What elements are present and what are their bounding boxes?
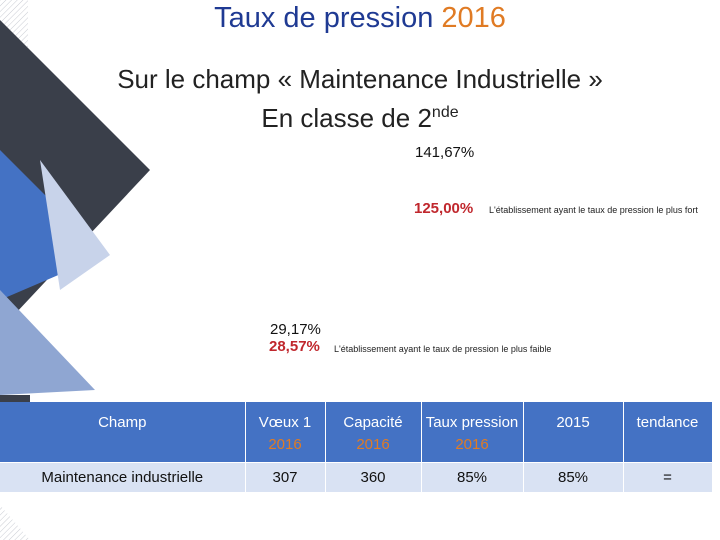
table-row: Maintenance industrielle 307 360 85% 85%…	[0, 462, 713, 492]
header-year: 2016	[356, 436, 390, 453]
subtitle-superscript: nde	[431, 104, 459, 121]
subtitle-line-2: En classe de 2nde	[261, 103, 459, 133]
cell-taux: 85%	[421, 462, 524, 492]
note-max: L'établissement ayant le taux de pressio…	[489, 205, 698, 215]
value-min: 28,57%	[269, 338, 320, 355]
value-mid: 29,17%	[270, 321, 321, 338]
cell-2015: 85%	[523, 462, 624, 492]
note-min: L'établissement ayant le taux de pressio…	[334, 344, 552, 354]
cell-capacite: 360	[325, 462, 422, 492]
value-top: 141,67%	[415, 144, 475, 161]
header-taux-pression: Taux pression 2016	[421, 402, 524, 463]
cell-tendance: =	[623, 462, 713, 492]
header-champ: Champ	[0, 402, 246, 463]
header-tendance: tendance	[623, 402, 713, 463]
cell-voeux: 307	[245, 462, 326, 492]
slide-title: Taux de pression 2016	[214, 2, 506, 34]
header-year: 2016	[455, 436, 489, 453]
value-max: 125,00%	[414, 200, 474, 217]
cell-champ: Maintenance industrielle	[0, 462, 246, 492]
header-2015: 2015	[523, 402, 624, 463]
table-header-row: Champ Vœux 1 2016 Capacité 2016 Taux press…	[0, 402, 713, 463]
header-voeux: Vœux 1 2016	[245, 402, 326, 463]
decorative-background-shapes	[0, 0, 150, 540]
title-year: 2016	[441, 2, 506, 34]
slide-subtitle: Sur le champ « Maintenance Industrielle …	[0, 62, 720, 135]
pressure-table: Champ Vœux 1 2016 Capacité 2016 Taux press…	[0, 402, 713, 492]
header-capacite: Capacité 2016	[325, 402, 422, 463]
header-year: 2016	[268, 436, 302, 453]
subtitle-line-1: Sur le champ « Maintenance Industrielle …	[117, 64, 603, 94]
